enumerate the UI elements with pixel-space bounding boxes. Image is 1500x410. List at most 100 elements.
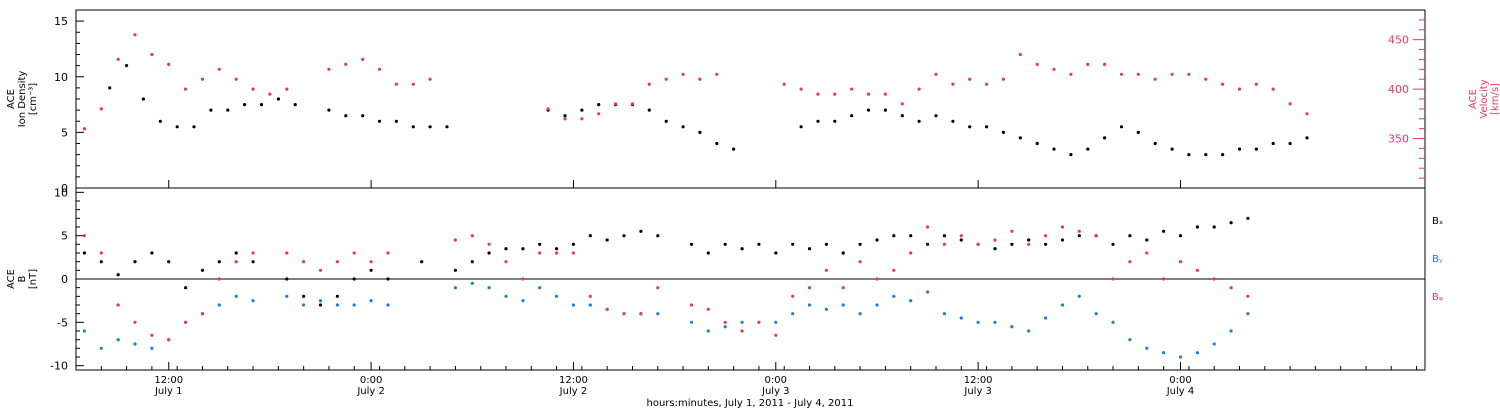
by-point xyxy=(1094,312,1098,316)
bz-point xyxy=(1162,277,1166,281)
velocity-point xyxy=(82,127,86,131)
bx-point xyxy=(1111,242,1115,246)
density-point xyxy=(394,119,398,123)
bz-point xyxy=(1060,225,1065,229)
by-point xyxy=(302,303,306,307)
by-point xyxy=(504,294,508,298)
by-point xyxy=(1027,329,1031,333)
velocity-point xyxy=(934,72,938,76)
velocity-point xyxy=(377,67,382,71)
by-point xyxy=(858,312,862,316)
bx-point xyxy=(571,242,576,246)
velocity-point xyxy=(1119,72,1124,76)
density-ylabel-line-3: [cm⁻³] xyxy=(28,83,39,115)
density-point xyxy=(664,119,668,123)
density-point xyxy=(141,97,145,101)
field-y-tick-label: -5 xyxy=(57,316,68,329)
bx-point xyxy=(335,294,339,298)
velocity-point xyxy=(580,117,584,121)
x-tick-label: July 2 xyxy=(356,386,385,397)
velocity-point xyxy=(234,77,238,81)
bx-point xyxy=(622,234,626,238)
bz-point xyxy=(150,333,154,337)
density-point xyxy=(377,119,382,123)
velocity-point xyxy=(1237,87,1242,91)
bz-point xyxy=(875,277,879,281)
bz-point xyxy=(470,234,474,238)
bz-point xyxy=(133,320,137,324)
density-point xyxy=(1254,147,1258,151)
field-y-tick-label: 10 xyxy=(54,186,68,199)
bz-point xyxy=(504,260,508,264)
field-ylabel-line-2: B xyxy=(17,275,28,282)
field-y-ticks: -10 -5 0 5 10 xyxy=(50,186,84,373)
bz-point xyxy=(1044,234,1048,238)
velocity-point xyxy=(1221,82,1225,86)
density-point xyxy=(1204,153,1208,157)
bz-point xyxy=(959,234,963,238)
bx-point xyxy=(1246,216,1250,220)
by-point xyxy=(909,299,913,303)
by-point xyxy=(1010,325,1014,329)
bz-point xyxy=(841,286,845,290)
bz-point xyxy=(858,260,862,264)
bz-point xyxy=(99,251,103,255)
bx-point xyxy=(318,303,323,307)
by-point xyxy=(740,320,744,324)
by-point xyxy=(1229,329,1233,333)
velocity-point xyxy=(715,72,719,76)
field-ylabel-line-1: ACE xyxy=(6,269,17,289)
by-point xyxy=(116,338,120,342)
by-point xyxy=(99,346,103,350)
density-ylabel-line-2: Ion Density xyxy=(17,71,28,128)
density-point xyxy=(1288,141,1292,146)
by-point xyxy=(82,329,86,333)
density-point xyxy=(597,103,601,107)
by-point xyxy=(335,303,339,307)
field-y-tick-label: -10 xyxy=(50,360,68,373)
bz-point xyxy=(774,333,778,337)
velocity-point xyxy=(647,82,651,86)
x-axis-label: hours:minutes, July 1, 2011 - July 4, 20… xyxy=(647,398,854,409)
velocity-point xyxy=(1305,112,1309,116)
bz-point xyxy=(1178,260,1183,264)
density-point xyxy=(428,125,432,129)
legend-bz: Bᵩ xyxy=(1432,292,1443,303)
velocity-point xyxy=(1170,72,1174,76)
bz-point xyxy=(791,294,795,298)
velocity-point xyxy=(268,92,272,96)
density-point xyxy=(985,125,989,129)
by-point xyxy=(807,303,812,307)
bx-point xyxy=(82,251,86,255)
velocity-y2-tick-label: 350 xyxy=(1388,133,1409,146)
density-y-tick-label: 0 xyxy=(61,182,68,195)
by-point xyxy=(824,307,829,311)
bz-point xyxy=(1212,277,1216,281)
density-point xyxy=(647,108,651,112)
density-point xyxy=(1103,136,1107,140)
velocity-point xyxy=(563,117,567,121)
bz-point xyxy=(369,260,373,264)
bx-point xyxy=(959,238,963,242)
velocity-point xyxy=(1254,82,1258,86)
bz-point xyxy=(318,268,323,272)
by-point xyxy=(521,299,525,303)
bz-point xyxy=(1094,234,1098,238)
bx-point xyxy=(1077,234,1081,238)
by-point xyxy=(841,303,845,307)
bz-point xyxy=(723,320,727,324)
field-y-tick-label: 0 xyxy=(61,273,68,286)
bx-point xyxy=(757,242,761,246)
by-point xyxy=(150,346,154,350)
density-ylabel-line-1: ACE xyxy=(6,89,17,109)
velocity-point xyxy=(184,87,188,91)
by-point xyxy=(217,303,221,307)
velocity-point xyxy=(900,102,904,106)
bx-point xyxy=(99,260,103,264)
density-point xyxy=(732,147,736,151)
density-point xyxy=(226,108,230,112)
density-point xyxy=(1305,136,1309,140)
bx-point xyxy=(251,260,255,264)
bx-point xyxy=(875,238,879,242)
